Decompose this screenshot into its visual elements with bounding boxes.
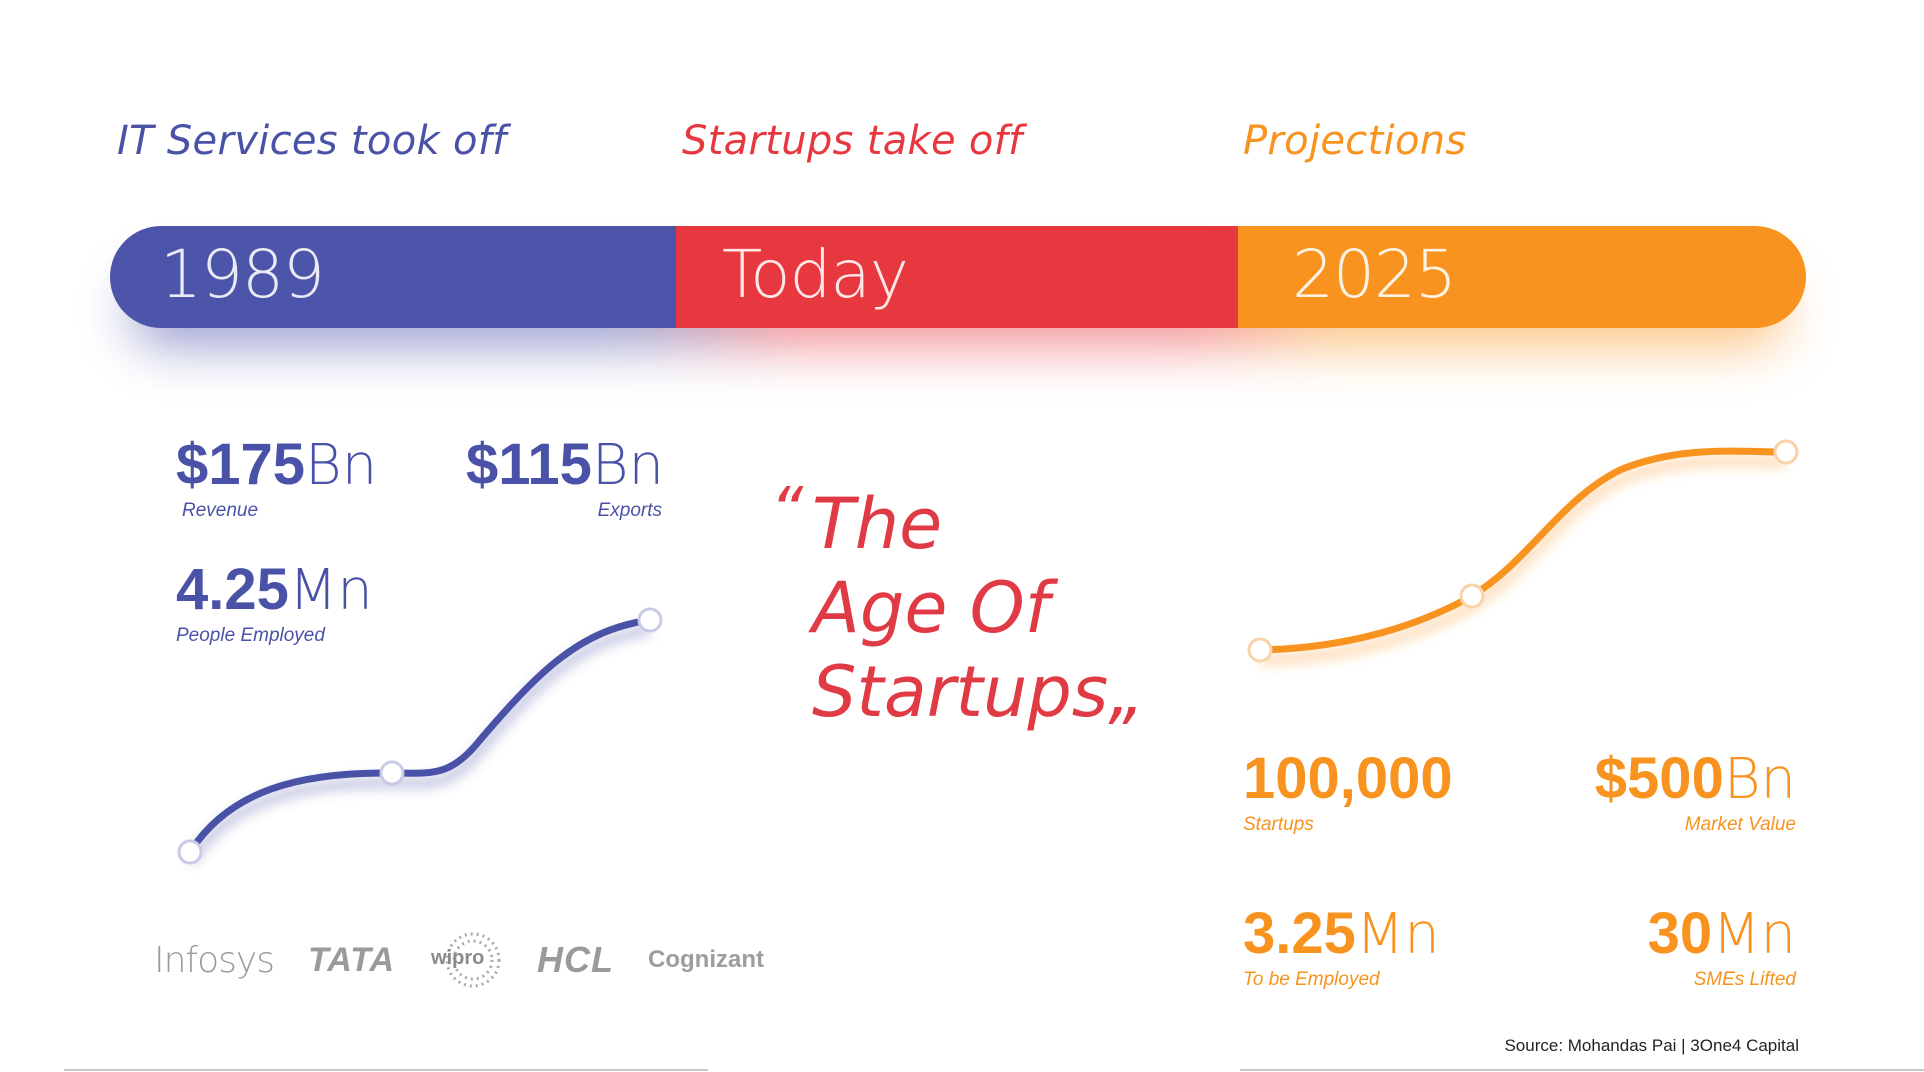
timeline-bar: 1989 Today 2025: [110, 226, 1806, 346]
growth-curve-left-point-2: [379, 760, 405, 786]
quote-close-mark: „: [1108, 651, 1145, 733]
stat-revenue-value: $175: [176, 432, 306, 497]
timeline-segment-2025: 2025: [1238, 226, 1806, 328]
stat-exports-unit: Bn: [591, 433, 664, 498]
stat-smes-lifted-label: SMEs Lifted: [1693, 969, 1796, 990]
timeline-year-today: Today: [722, 236, 909, 313]
stat-market-value: $500Bn Market Value: [1560, 750, 1796, 836]
stat-exports-value: $115: [466, 432, 592, 497]
stat-market-value-label: Market Value: [1684, 814, 1796, 835]
stat-exports-label: Exports: [597, 500, 662, 521]
quote-line-1: The: [812, 483, 943, 565]
timeline-year-1989: 1989: [160, 236, 325, 313]
logo-wipro-text: wipro: [431, 947, 485, 969]
phase-title-startups: Startups take off: [682, 118, 1023, 164]
bottom-rule-left: [64, 1069, 708, 1071]
stat-market-value-unit: Bn: [1723, 747, 1796, 812]
growth-curve-left-point-1: [177, 839, 203, 865]
timeline-year-2025: 2025: [1292, 236, 1457, 313]
bottom-rule-right: [1240, 1069, 1924, 1071]
timeline-segment-today: Today: [676, 226, 1238, 328]
stat-to-be-employed-unit: Mn: [1355, 902, 1440, 967]
wipro-dots-icon: [445, 932, 501, 988]
stat-exports: $115Bn Exports: [466, 433, 664, 522]
stat-people-employed-label: People Employed: [176, 625, 325, 646]
stat-people-employed-value: 4.25: [176, 557, 289, 622]
quote-line-3: Startups„: [770, 650, 1145, 734]
stat-smes-lifted-unit: Mn: [1712, 902, 1796, 967]
logo-tata: TATA: [307, 940, 396, 979]
growth-curve-left-line: [186, 616, 654, 856]
stat-to-be-employed: 3.25Mn To be Employed: [1243, 905, 1440, 991]
growth-curve-right-point-1: [1247, 637, 1273, 663]
stat-people-employed-unit: Mn: [288, 558, 373, 623]
quote-open-mark: “: [770, 475, 804, 549]
growth-curve-right-point-3: [1773, 439, 1799, 465]
stat-revenue-unit: Bn: [305, 433, 378, 498]
growth-curve-right-line: [1256, 447, 1790, 654]
stat-revenue-label: Revenue: [182, 500, 259, 521]
stat-startups-label: Startups: [1243, 814, 1314, 835]
stat-smes-lifted: 30Mn SMEs Lifted: [1560, 905, 1796, 991]
stat-to-be-employed-label: To be Employed: [1243, 969, 1380, 990]
stat-market-value-value: $500: [1594, 746, 1724, 811]
logo-hcl: HCL: [537, 939, 615, 980]
source-credit: Source: Mohandas Pai | 3One4 Capital: [1504, 1036, 1799, 1055]
growth-curve-right-point-2: [1459, 583, 1485, 609]
stat-revenue: $175Bn Revenue: [176, 436, 377, 522]
timeline-segment-1989: 1989: [110, 226, 676, 328]
stat-people-employed: 4.25Mn People Employed: [176, 561, 373, 647]
stat-startups-value: 100,000: [1243, 746, 1453, 811]
logo-cognizant: Cognizant: [648, 946, 765, 973]
phase-title-projections: Projections: [1243, 118, 1467, 164]
stat-startups: 100,000 Startups: [1243, 750, 1453, 836]
stat-smes-lifted-value: 30: [1647, 901, 1713, 966]
phase-title-it-services: IT Services took off: [117, 118, 507, 164]
logo-infosys: Infosys: [154, 939, 275, 981]
logo-wipro: wipro: [429, 930, 503, 990]
quote-line-2: Age Of: [812, 567, 1050, 649]
growth-curve-left-point-3: [637, 607, 663, 633]
quote-line-3-text: Startups: [812, 651, 1109, 733]
company-logos: Infosys TATA wipro HCL Cognizant: [154, 930, 764, 990]
center-quote: “ The Age Of Startups„: [770, 475, 1145, 734]
stat-to-be-employed-value: 3.25: [1243, 901, 1356, 966]
